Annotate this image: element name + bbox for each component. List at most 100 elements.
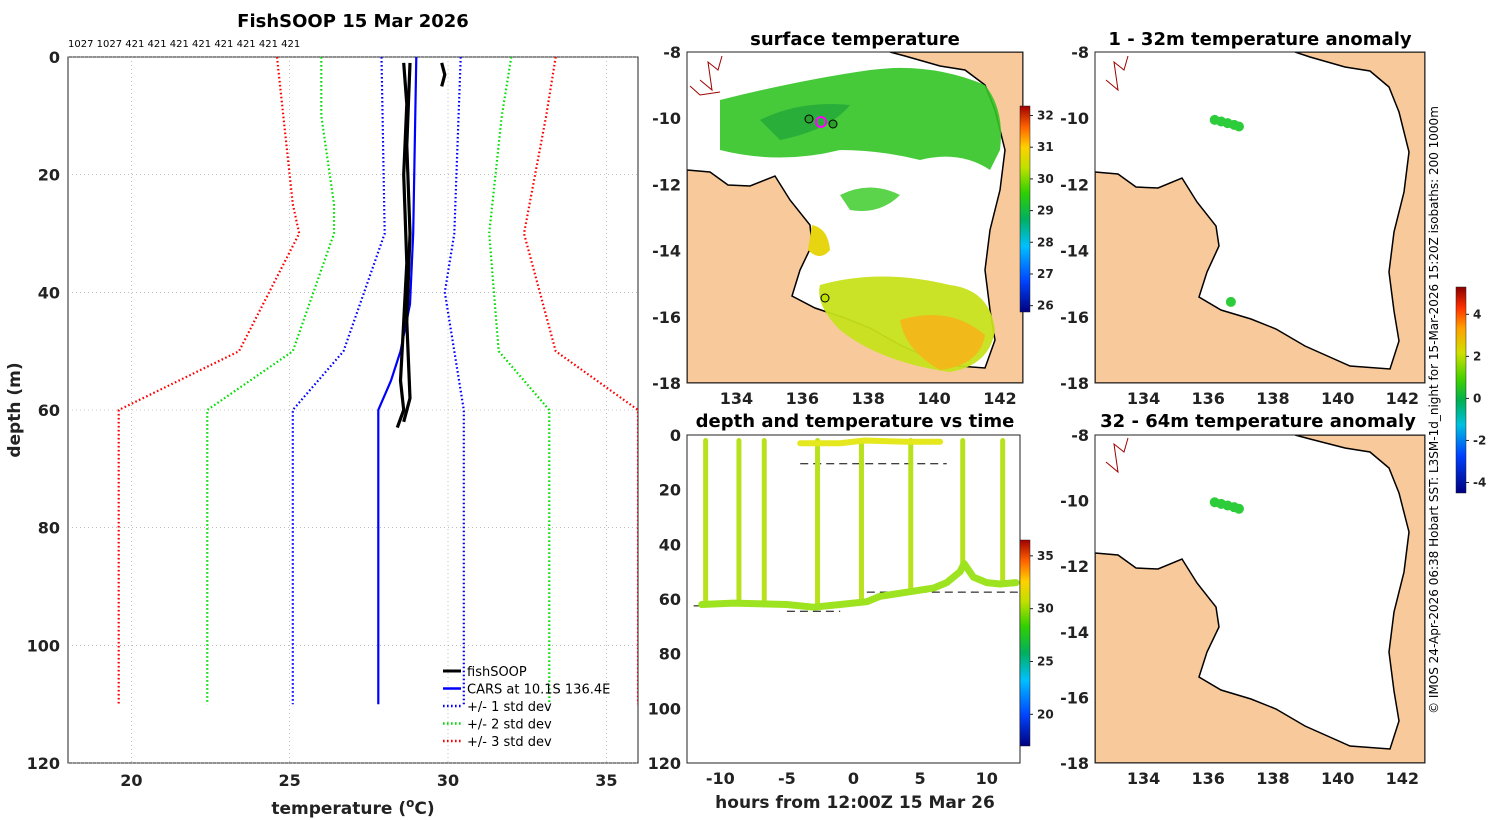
y-tick-label: -16 bbox=[652, 308, 681, 327]
x-tick-label: 136 bbox=[1192, 769, 1225, 788]
colorbar-tick-label: 28 bbox=[1037, 235, 1054, 249]
legend-label: +/- 1 std dev bbox=[467, 700, 552, 715]
map-frame bbox=[1094, 434, 1426, 764]
legend-label: +/- 2 std dev bbox=[467, 718, 552, 733]
colorbar-tick-label: 30 bbox=[1037, 172, 1054, 186]
x-tick-label: 138 bbox=[1256, 769, 1289, 788]
y-tick-label: 20 bbox=[38, 166, 60, 185]
time-colorbar-ticks: 35 30 25 20 bbox=[1030, 549, 1054, 721]
series-line--3-std-dev bbox=[522, 57, 638, 705]
y-tick-label: -18 bbox=[1060, 374, 1089, 393]
x-tick-label: 20 bbox=[120, 771, 142, 790]
map-content bbox=[687, 52, 1023, 383]
map-content bbox=[1095, 435, 1425, 763]
time-series-marks bbox=[693, 437, 1020, 612]
current-profile-marker bbox=[815, 116, 827, 128]
fishing-location-marker bbox=[820, 293, 830, 303]
y-tick-label: -8 bbox=[663, 43, 681, 62]
x-tick-label: 25 bbox=[279, 771, 301, 790]
x-tick-label: -5 bbox=[778, 769, 796, 788]
land-shape bbox=[1095, 435, 1425, 763]
anomaly-points bbox=[1209, 497, 1244, 514]
y-tick-label: 100 bbox=[27, 636, 60, 655]
y-tick-label: -16 bbox=[1060, 688, 1089, 707]
series-line-fishsoop bbox=[440, 62, 447, 87]
anomaly-1-32m-title: 1 - 32m temperature anomaly bbox=[1108, 29, 1411, 50]
profile-top-labels: 1027 1027 421 421 421 421 421 421 421 42… bbox=[68, 39, 300, 50]
x-tick-label: 142 bbox=[1386, 389, 1419, 408]
x-tick-label: 0 bbox=[848, 769, 859, 788]
land-shape bbox=[1095, 52, 1425, 383]
profile-title: FishSOOP 15 Mar 2026 bbox=[237, 11, 469, 32]
colorbar-tick-label: 2 bbox=[1473, 349, 1481, 363]
colorbar-tick-label: 4 bbox=[1473, 307, 1481, 321]
profile-grid bbox=[68, 56, 638, 764]
map-frame bbox=[1094, 51, 1426, 384]
y-tick-label: 0 bbox=[670, 426, 681, 445]
x-tick-label: 142 bbox=[1386, 769, 1419, 788]
depth-time-xlabel: hours from 12:00Z 15 Mar 26 bbox=[715, 793, 995, 813]
y-tick-label: -12 bbox=[1060, 175, 1089, 194]
y-tick-label: -12 bbox=[1060, 557, 1089, 576]
y-tick-label: -8 bbox=[1071, 426, 1089, 445]
y-tick-label: 100 bbox=[648, 699, 681, 718]
x-tick-label: 140 bbox=[1321, 769, 1354, 788]
y-tick-label: 80 bbox=[659, 645, 681, 664]
anomaly-points bbox=[1209, 114, 1244, 307]
x-tick-label: 10 bbox=[976, 769, 998, 788]
profile-xlabel: temperature (oC) bbox=[271, 796, 434, 819]
y-tick-label: 0 bbox=[49, 48, 60, 67]
profile-legend: fishSOOP CARS at 10.1S 136.4E +/- 1 std de… bbox=[443, 665, 610, 750]
colorbar-tick-label: 35 bbox=[1037, 549, 1054, 563]
x-tick-label: 136 bbox=[786, 389, 819, 408]
y-tick-label: -12 bbox=[652, 175, 681, 194]
profile-ylabel: depth (m) bbox=[5, 362, 25, 457]
y-tick-label: -14 bbox=[652, 242, 681, 261]
isobath-line bbox=[689, 55, 723, 96]
y-tick-label: -14 bbox=[1060, 242, 1089, 261]
x-tick-label: 134 bbox=[1127, 389, 1160, 408]
legend-label: fishSOOP bbox=[467, 665, 527, 680]
sst-colorbar-ticks: 26 27 28 29 30 31 32 bbox=[1030, 109, 1054, 313]
series-line-fishsoop bbox=[395, 62, 409, 429]
credit-text: © IMOS 24-Apr-2026 06:38 Hobart SST: L3S… bbox=[1427, 106, 1441, 714]
colorbar-tick-label: 31 bbox=[1037, 140, 1054, 154]
legend-label: +/- 3 std dev bbox=[467, 735, 552, 750]
colorbar-tick-label: 32 bbox=[1037, 109, 1054, 123]
sst-warm-patch bbox=[900, 315, 985, 370]
x-tick-label: 5 bbox=[915, 769, 926, 788]
series-line--1-std-dev bbox=[443, 57, 465, 705]
sst-green-field bbox=[720, 67, 1001, 170]
bottom-trace bbox=[698, 560, 1020, 611]
colorbar-tick-label: 27 bbox=[1037, 267, 1054, 281]
anomaly-32-64m-title: 32 - 64m temperature anomaly bbox=[1100, 411, 1416, 432]
colorbar-tick-label: 0 bbox=[1473, 391, 1481, 405]
series-line-fishsoop bbox=[402, 62, 412, 423]
x-tick-label: 138 bbox=[851, 389, 884, 408]
colorbar-tick-label: 26 bbox=[1037, 299, 1054, 313]
anomaly-map-32-64m: 134 136 138 140 142 -8 -10 -12 -14 -16 -18 32 - 64… bbox=[1060, 286, 1486, 788]
legend-label: CARS at 10.1S 136.4E bbox=[467, 683, 610, 698]
x-tick-label: 138 bbox=[1256, 389, 1289, 408]
profile-ticks: 20 25 30 35 0 20 40 60 80 100 120 bbox=[27, 48, 618, 790]
profile-series bbox=[117, 57, 638, 705]
anomaly-map-1-32m: 134 136 138 140 142 -8 -10 -12 -14 -16 -18 1 - 32m… bbox=[1060, 29, 1426, 408]
y-tick-label: 40 bbox=[38, 283, 60, 302]
y-tick-label: 60 bbox=[38, 401, 60, 420]
sst-colorbar bbox=[1019, 105, 1031, 313]
profile-chart: 20 25 30 35 0 20 40 60 80 100 120 FishSOOP 15 Mar … bbox=[5, 11, 639, 819]
series-line--3-std-dev bbox=[117, 57, 301, 705]
y-tick-label: 60 bbox=[659, 590, 681, 609]
series-line--2-std-dev bbox=[488, 57, 551, 705]
anomaly-colorbar-ticks: 4 2 0 -2 -4 bbox=[1466, 307, 1486, 489]
y-tick-label: 20 bbox=[659, 481, 681, 500]
map-ticks: 134 136 138 140 142 -8 -10 -12 -14 -16 -18 bbox=[1060, 43, 1419, 408]
surface-temperature-map: 134 136 138 140 142 -8 -10 -12 -14 -16 -18 surface… bbox=[652, 29, 1054, 408]
y-tick-label: 120 bbox=[648, 754, 681, 773]
y-tick-label: -14 bbox=[1060, 623, 1089, 642]
y-tick-label: -18 bbox=[1060, 754, 1089, 773]
x-tick-label: -10 bbox=[706, 769, 735, 788]
x-tick-label: 140 bbox=[917, 389, 950, 408]
